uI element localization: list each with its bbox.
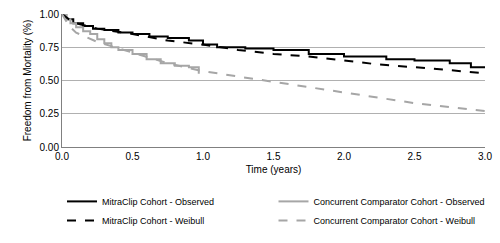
svg-text:0.0: 0.0	[55, 151, 69, 162]
svg-text:3.0: 3.0	[478, 151, 492, 162]
svg-text:1.5: 1.5	[267, 151, 281, 162]
svg-text:2.5: 2.5	[408, 151, 422, 162]
svg-text:0.5: 0.5	[126, 151, 140, 162]
svg-text:Concurrent Comparator Cohort -: Concurrent Comparator Cohort - Weibull	[314, 216, 475, 226]
svg-text:Time (years): Time (years)	[246, 164, 302, 175]
svg-text:1.0: 1.0	[196, 151, 210, 162]
svg-text:0.00: 0.00	[40, 142, 60, 153]
svg-text:MitraClip Cohort - Weibull: MitraClip Cohort - Weibull	[102, 216, 204, 226]
svg-text:0.25: 0.25	[40, 108, 60, 119]
svg-text:0.50: 0.50	[40, 75, 60, 86]
svg-text:0.75: 0.75	[40, 42, 60, 53]
svg-text:Concurrent Comparator Cohort -: Concurrent Comparator Cohort - Observed	[314, 197, 485, 207]
svg-text:1.00: 1.00	[40, 9, 60, 20]
svg-text:Freedom from Mortality (%): Freedom from Mortality (%)	[22, 20, 33, 142]
svg-text:2.0: 2.0	[337, 151, 351, 162]
svg-text:MitraClip Cohort - Observed: MitraClip Cohort - Observed	[102, 197, 214, 207]
